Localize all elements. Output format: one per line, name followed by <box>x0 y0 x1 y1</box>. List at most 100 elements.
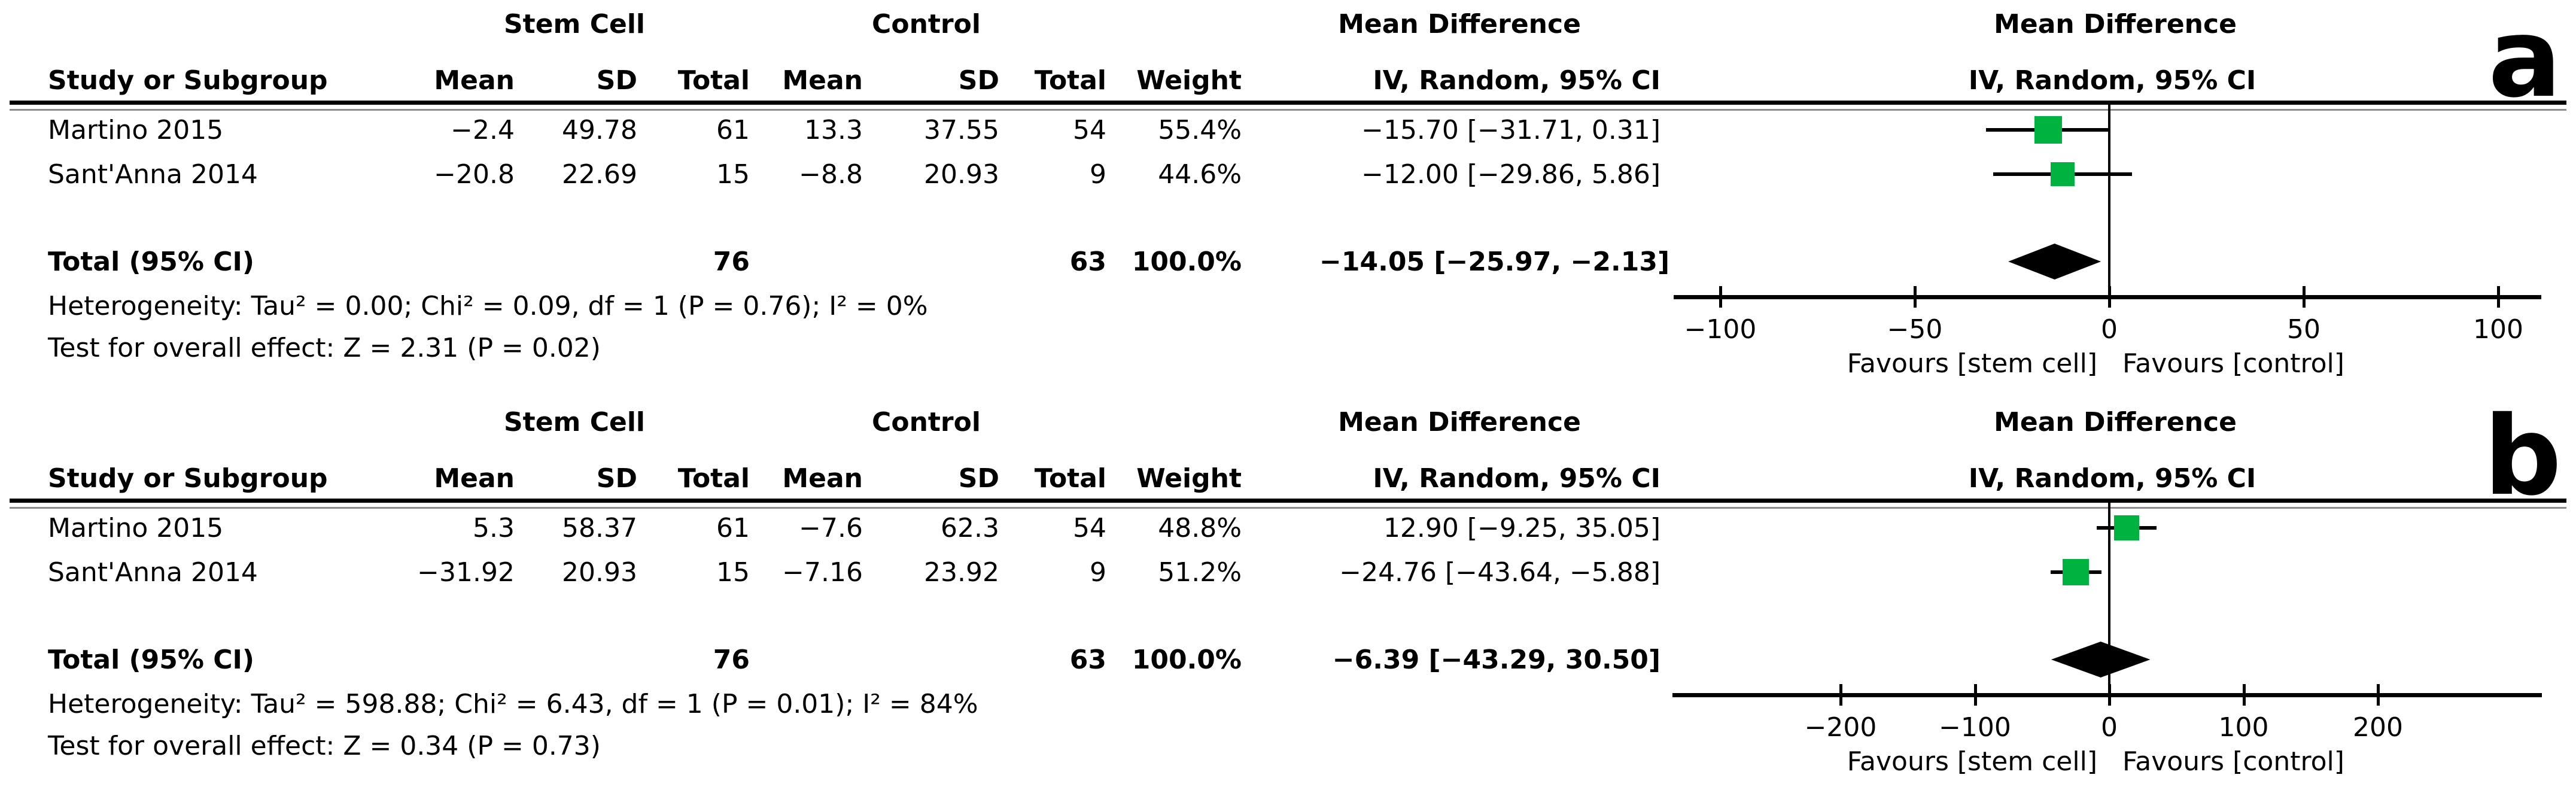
total-control-n: 63 <box>1069 247 1106 277</box>
study-ci-text: 12.90 [−9.25, 35.05] <box>1383 513 1660 543</box>
x-axis-line <box>1674 295 2541 299</box>
total-ci-text: −6.39 [−43.29, 30.50] <box>1332 645 1660 675</box>
axis-tick <box>2377 684 2380 706</box>
axis-tick-label: −100 <box>1939 712 2011 743</box>
axis-tick-label: −50 <box>1887 314 1943 345</box>
col-header-sd-stemcell: SD <box>596 463 637 494</box>
axis-tick-label: 0 <box>2101 712 2118 743</box>
col-header-study: Study or Subgroup <box>48 65 328 96</box>
axis-tick <box>1973 684 1977 706</box>
total-stemcell-n: 76 <box>713 645 750 675</box>
axis-tick-label: 200 <box>2353 712 2403 743</box>
favours-left-label: Favours [stem cell] <box>1847 746 2097 777</box>
heterogeneity-text: Heterogeneity: Tau² = 598.88; Chi² = 6.4… <box>48 689 978 719</box>
col-header-mean-control: Mean <box>782 463 863 494</box>
control-total: 9 <box>1090 557 1106 588</box>
total-diamond <box>2008 244 2101 279</box>
col-header-ci-plot: IV, Random, 95% CI <box>1968 65 2256 96</box>
col-header-ci-plot: IV, Random, 95% CI <box>1968 463 2256 494</box>
total-weight: 100.0% <box>1132 247 1242 277</box>
forest-panel-a: a Stem Cell Control Mean Difference Mean… <box>10 0 2566 379</box>
study-weight: 55.4% <box>1158 115 1242 145</box>
total-control-n: 63 <box>1069 645 1106 675</box>
study-ci-text: −24.76 [−43.64, −5.88] <box>1339 557 1660 588</box>
control-total: 54 <box>1073 115 1106 145</box>
group-header-stem-cell: Stem Cell <box>503 407 646 438</box>
col-header-ci-text: IV, Random, 95% CI <box>1373 65 1660 96</box>
stemcell-sd: 20.93 <box>562 557 637 588</box>
group-header-stem-cell: Stem Cell <box>503 9 646 40</box>
favours-right-label: Favours [control] <box>2122 348 2344 379</box>
axis-tick-label: 50 <box>2287 314 2320 345</box>
axis-tick-label: −100 <box>1684 314 1757 345</box>
stemcell-mean: 5.3 <box>473 513 515 543</box>
control-total: 54 <box>1073 513 1106 543</box>
zero-reference-line <box>2108 501 2110 706</box>
axis-tick <box>2242 684 2246 706</box>
control-sd: 20.93 <box>924 159 999 190</box>
stemcell-mean: −31.92 <box>417 557 515 588</box>
effect-square <box>2113 515 2139 540</box>
stemcell-sd: 58.37 <box>562 513 637 543</box>
stemcell-mean: −2.4 <box>451 115 515 145</box>
axis-tick <box>1839 684 1842 706</box>
axis-tick-label: −200 <box>1804 712 1877 743</box>
control-mean: −7.6 <box>799 513 863 543</box>
header-rule <box>10 499 2566 503</box>
col-header-total-stemcell: Total <box>677 65 750 96</box>
axis-tick <box>1719 286 1722 308</box>
group-header-control: Control <box>872 9 981 40</box>
control-sd: 62.3 <box>941 513 999 543</box>
col-header-total-control: Total <box>1034 65 1106 96</box>
axis-tick <box>2108 286 2111 308</box>
control-sd: 23.92 <box>924 557 999 588</box>
overall-effect-text: Test for overall effect: Z = 0.34 (P = 0… <box>48 731 601 761</box>
effect-header-text-column: Mean Difference <box>1338 9 1581 40</box>
study-ci-text: −12.00 [−29.86, 5.86] <box>1361 159 1660 190</box>
stemcell-total: 15 <box>716 159 750 190</box>
control-mean: −7.16 <box>782 557 863 588</box>
effect-square <box>2063 559 2090 585</box>
control-mean: 13.3 <box>804 115 863 145</box>
col-header-weight: Weight <box>1136 65 1242 96</box>
study-weight: 44.6% <box>1158 159 1242 190</box>
total-label: Total (95% CI) <box>48 247 255 277</box>
total-diamond <box>2051 642 2151 677</box>
col-header-ci-text: IV, Random, 95% CI <box>1373 463 1660 494</box>
stemcell-total: 15 <box>716 557 750 588</box>
axis-tick <box>1914 286 1917 308</box>
col-header-weight: Weight <box>1136 463 1242 494</box>
col-header-sd-stemcell: SD <box>596 65 637 96</box>
study-ci-text: −15.70 [−31.71, 0.31] <box>1361 115 1660 145</box>
col-header-sd-control: SD <box>958 463 999 494</box>
study-weight: 48.8% <box>1158 513 1242 543</box>
panel-label-a: a <box>2488 0 2562 121</box>
forest-plot-area-a: −100 −50 0 50 100 Favours [stem cell] Favours … <box>1674 103 2541 379</box>
stemcell-mean: −20.8 <box>434 159 515 190</box>
effect-header-plot-column: Mean Difference <box>1994 407 2237 438</box>
effect-square <box>2051 162 2075 186</box>
col-header-total-control: Total <box>1034 463 1106 494</box>
stemcell-total: 61 <box>716 513 750 543</box>
stemcell-total: 61 <box>716 115 750 145</box>
heterogeneity-text: Heterogeneity: Tau² = 0.00; Chi² = 0.09,… <box>48 291 928 321</box>
forest-panel-b: b Stem Cell Control Mean Difference Mean… <box>0 398 2576 796</box>
col-header-mean-stemcell: Mean <box>434 463 515 494</box>
stemcell-sd: 49.78 <box>562 115 637 145</box>
col-header-study: Study or Subgroup <box>48 463 328 494</box>
study-name: Sant'Anna 2014 <box>48 557 258 588</box>
col-header-sd-control: SD <box>958 65 999 96</box>
header-rule <box>10 101 2566 105</box>
effect-header-plot-column: Mean Difference <box>1994 9 2237 40</box>
total-label: Total (95% CI) <box>48 645 255 675</box>
header-rule-secondary <box>10 109 2566 111</box>
header-rule-secondary <box>10 507 2566 509</box>
control-sd: 37.55 <box>924 115 999 145</box>
forest-plot-area-b: −200 −100 0 100 200 Favours [stem cell] Favour… <box>0 398 2576 796</box>
favours-left-label: Favours [stem cell] <box>1847 348 2097 379</box>
col-header-total-stemcell: Total <box>677 463 750 494</box>
x-axis-line <box>1672 693 2542 697</box>
total-weight: 100.0% <box>1132 645 1242 675</box>
axis-tick <box>2497 286 2500 308</box>
